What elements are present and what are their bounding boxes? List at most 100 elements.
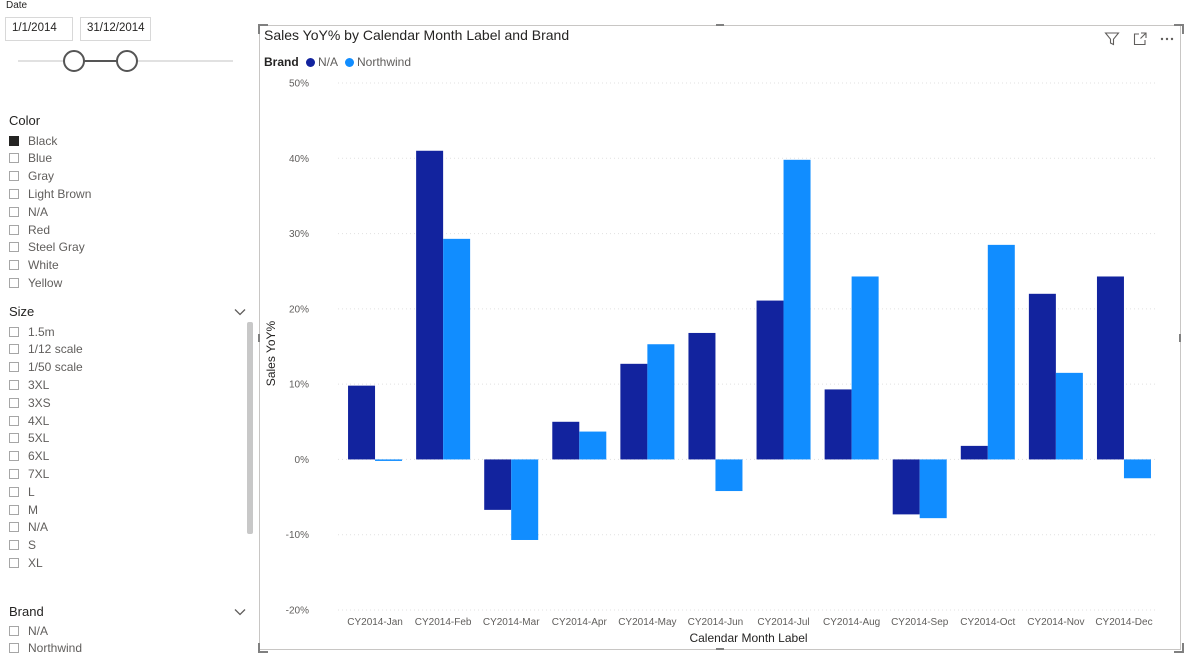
bar-na[interactable] [348, 385, 376, 460]
brand-slicer-chevron-down-icon[interactable] [234, 606, 246, 618]
checkbox[interactable] [9, 344, 19, 355]
checkbox[interactable] [9, 206, 19, 217]
checkbox[interactable] [9, 224, 19, 235]
bar-northwind[interactable] [715, 459, 743, 492]
checkbox[interactable] [9, 540, 19, 551]
size-item[interactable]: 1.5m [9, 323, 55, 340]
color-item[interactable]: Gray [9, 168, 54, 185]
brand-item-label: N/A [28, 623, 49, 638]
checkbox[interactable] [9, 625, 19, 636]
bar-northwind[interactable] [511, 459, 539, 540]
bar-na[interactable] [552, 421, 580, 460]
checkbox[interactable] [9, 171, 19, 182]
legend-item-northwind[interactable]: Northwind [345, 55, 411, 69]
bar-na[interactable] [824, 389, 852, 460]
bar-northwind[interactable] [987, 244, 1015, 460]
checkbox[interactable] [9, 260, 19, 271]
color-item[interactable]: Blue [9, 150, 52, 167]
checkbox[interactable] [9, 135, 19, 146]
size-item[interactable]: 6XL [9, 448, 49, 465]
bar-northwind[interactable] [375, 459, 403, 461]
checkbox[interactable] [9, 326, 19, 337]
bar-northwind[interactable] [851, 276, 879, 460]
brand-item[interactable]: Northwind [9, 640, 82, 657]
color-item[interactable]: N/A [9, 203, 48, 220]
bar-na[interactable] [892, 459, 920, 515]
checkbox[interactable] [9, 397, 19, 408]
bar-na[interactable] [1096, 276, 1124, 460]
bar-na[interactable] [484, 459, 512, 510]
bar-northwind[interactable] [919, 459, 947, 519]
date-start-input[interactable]: 1/1/2014 [5, 17, 73, 41]
size-item[interactable]: 1/50 scale [9, 359, 83, 376]
color-item[interactable]: Black [9, 132, 57, 149]
resize-handle-top-right[interactable] [1174, 24, 1184, 34]
size-slicer-scrollbar[interactable] [247, 322, 253, 534]
size-item[interactable]: 3XL [9, 376, 49, 393]
checkbox[interactable] [9, 504, 19, 515]
size-item[interactable]: 4XL [9, 412, 49, 429]
color-item-label: Light Brown [28, 186, 92, 201]
size-item[interactable]: 3XS [9, 394, 51, 411]
focus-mode-icon[interactable] [1132, 31, 1148, 47]
size-item[interactable]: 7XL [9, 465, 49, 482]
bar-na[interactable] [688, 332, 716, 460]
resize-handle-bottom-left[interactable] [258, 643, 268, 653]
bar-northwind[interactable] [579, 431, 607, 460]
resize-handle-top-left[interactable] [258, 24, 268, 34]
bar-na[interactable] [416, 150, 444, 460]
checkbox[interactable] [9, 451, 19, 462]
legend-item-na[interactable]: N/A [306, 55, 338, 69]
size-item[interactable]: M [9, 501, 38, 518]
checkbox[interactable] [9, 379, 19, 390]
size-item[interactable]: 1/12 scale [9, 341, 83, 358]
date-range-start-handle[interactable] [63, 50, 85, 72]
resize-handle-top[interactable] [716, 24, 724, 26]
checkbox[interactable] [9, 433, 19, 444]
filter-icon[interactable] [1104, 31, 1120, 47]
bar-northwind[interactable] [783, 159, 811, 460]
color-item[interactable]: Yellow [9, 274, 62, 291]
checkbox[interactable] [9, 153, 19, 164]
date-range-end-handle[interactable] [116, 50, 138, 72]
size-item[interactable]: N/A [9, 519, 48, 536]
bar-northwind[interactable] [1123, 459, 1151, 479]
bar-northwind[interactable] [443, 238, 471, 460]
checkbox[interactable] [9, 522, 19, 533]
bar-na[interactable] [960, 445, 988, 460]
checkbox[interactable] [9, 277, 19, 288]
checkbox[interactable] [9, 188, 19, 199]
size-slicer-chevron-down-icon[interactable] [234, 306, 246, 318]
resize-handle-bottom-right[interactable] [1174, 643, 1184, 653]
resize-handle-left[interactable] [258, 334, 260, 342]
color-item[interactable]: White [9, 257, 59, 274]
size-item[interactable]: 5XL [9, 430, 49, 447]
date-range-slider-fill [74, 60, 128, 62]
checkbox[interactable] [9, 362, 19, 373]
checkbox[interactable] [9, 486, 19, 497]
checkbox[interactable] [9, 242, 19, 253]
brand-slicer-title: Brand [9, 604, 44, 619]
brand-item[interactable]: N/A [9, 622, 48, 639]
bar-na[interactable] [1028, 293, 1056, 460]
resize-handle-right[interactable] [1179, 334, 1181, 342]
checkbox[interactable] [9, 415, 19, 426]
size-item[interactable]: S [9, 537, 36, 554]
bar-na[interactable] [756, 300, 784, 460]
color-item[interactable]: Red [9, 221, 50, 238]
checkbox[interactable] [9, 557, 19, 568]
size-item[interactable]: L [9, 483, 35, 500]
size-item-label: 3XL [28, 377, 50, 392]
resize-handle-bottom[interactable] [716, 648, 724, 650]
checkbox[interactable] [9, 468, 19, 479]
size-item[interactable]: XL [9, 554, 43, 571]
color-item[interactable]: Steel Gray [9, 239, 85, 256]
bar-northwind[interactable] [1055, 372, 1083, 460]
checkbox[interactable] [9, 643, 19, 654]
chart-plot-area: 50% 40% 30% 20% 10% 0% -10% -20% CY2014-Jan CY201… [264, 79, 1155, 645]
bar-northwind[interactable] [647, 344, 675, 460]
more-options-icon[interactable] [1159, 31, 1175, 47]
bar-na[interactable] [620, 363, 648, 460]
color-item[interactable]: Light Brown [9, 185, 91, 202]
date-end-input[interactable]: 31/12/2014 [80, 17, 151, 41]
